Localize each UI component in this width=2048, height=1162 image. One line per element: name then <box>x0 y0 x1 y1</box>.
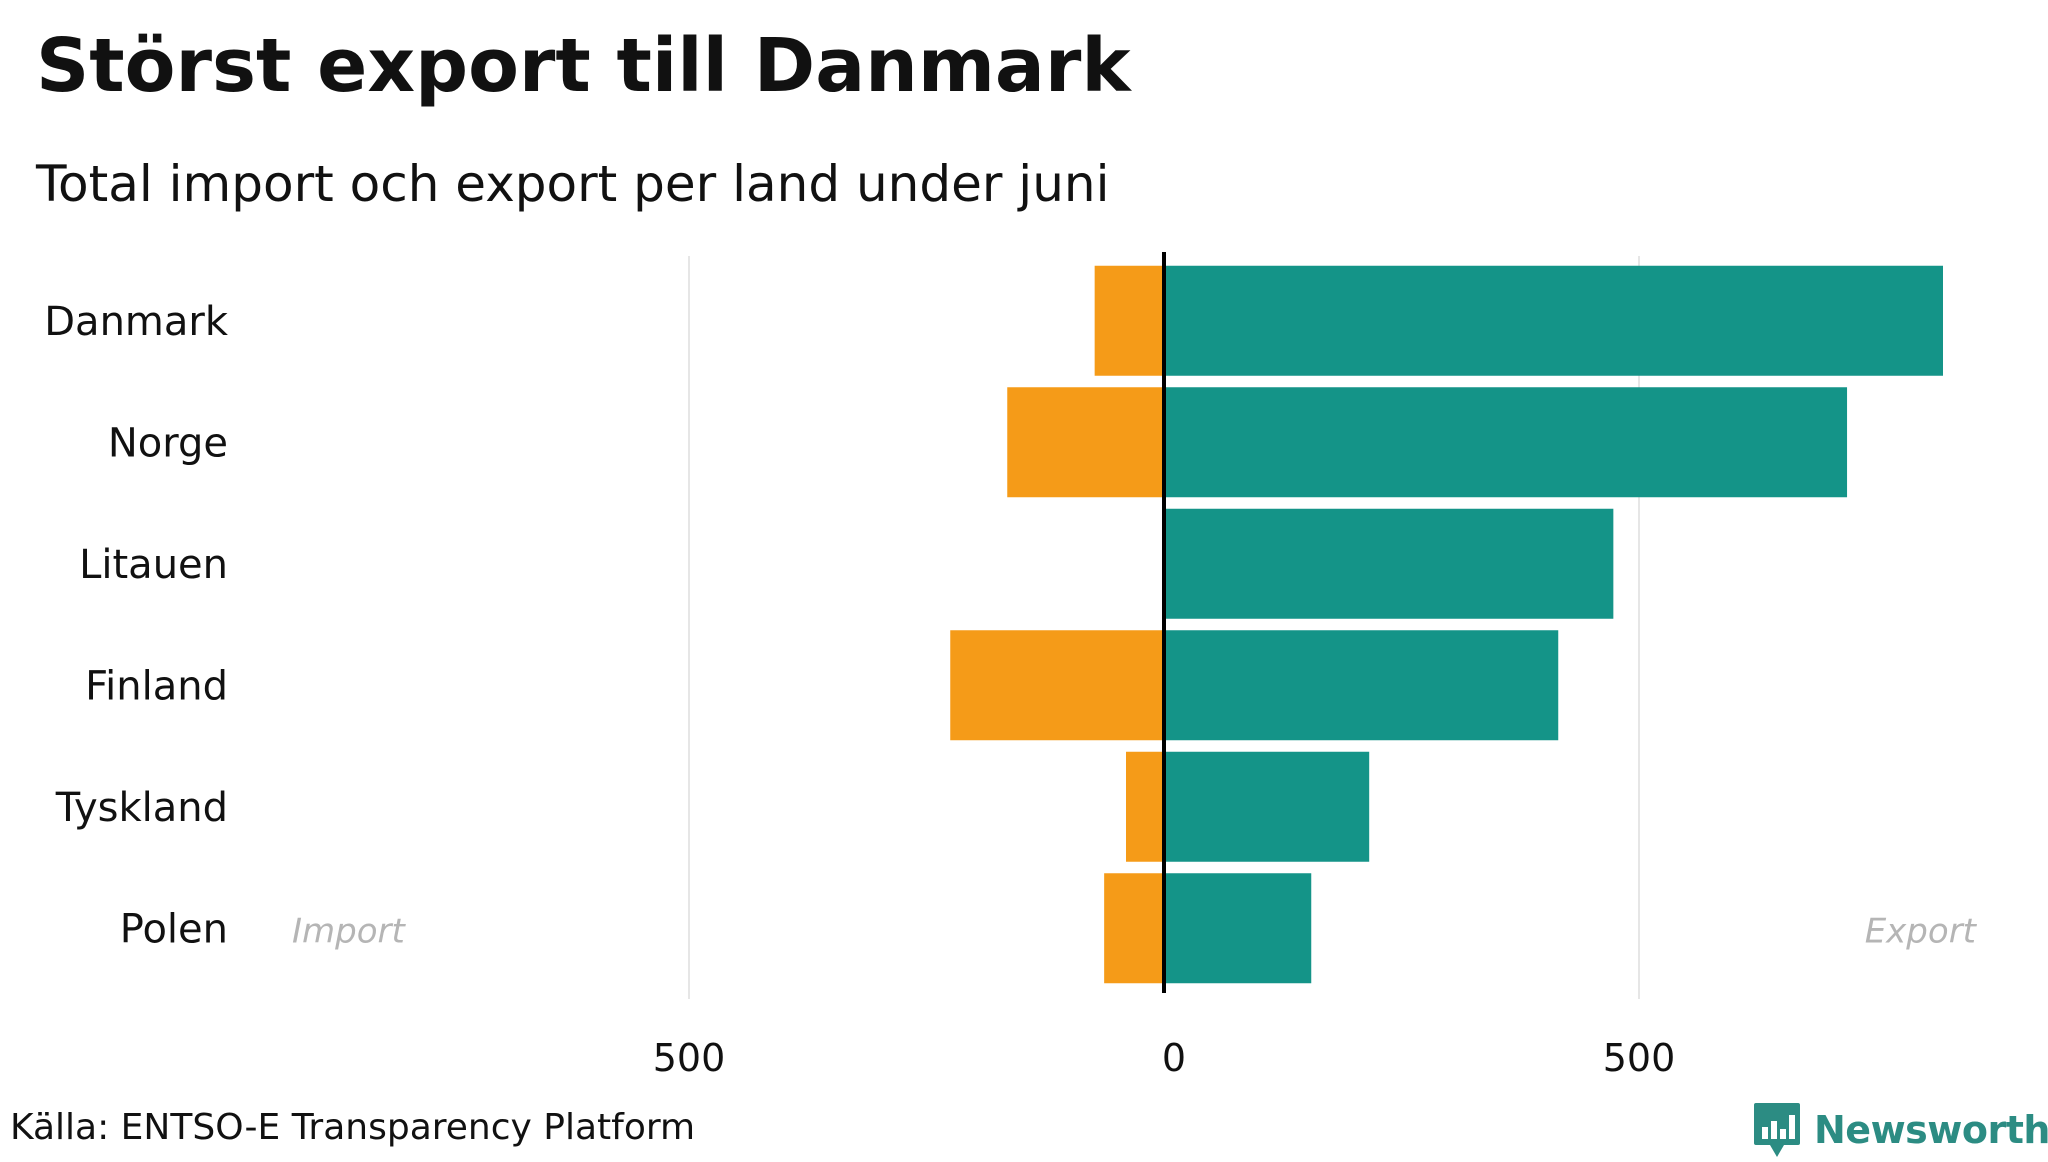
bar-chart: 500 0 500 Danmark Norge Litauen Finland Tyskla… <box>44 252 1978 1080</box>
source-note: Källa: ENTSO-E Transparency Platform <box>10 1107 696 1148</box>
import-bar <box>1104 873 1164 984</box>
export-bar <box>1164 265 1943 376</box>
category-label: Polen <box>120 906 228 952</box>
import-annotation: Import <box>292 911 407 951</box>
x-tick-label: 500 <box>1603 1036 1676 1080</box>
annotations: Import Export <box>292 911 1978 951</box>
export-annotation: Export <box>1865 911 1978 951</box>
export-bar <box>1164 387 1848 498</box>
x-tick-label: 0 <box>1162 1036 1186 1080</box>
category-label: Litauen <box>79 542 228 588</box>
category-label: Finland <box>85 663 228 709</box>
category-label: Danmark <box>44 299 229 345</box>
newsworthy-logo-icon <box>1754 1103 1800 1157</box>
import-bar <box>950 630 1164 741</box>
chart-subtitle: Total import och export per land under j… <box>36 155 1110 213</box>
import-bar <box>1126 751 1164 862</box>
x-tick-label: 500 <box>653 1036 726 1080</box>
export-bar <box>1164 873 1312 984</box>
export-bar <box>1164 630 1559 741</box>
export-bar <box>1164 508 1614 619</box>
category-labels: Danmark Norge Litauen Finland Tyskland Polen <box>44 299 229 953</box>
category-label: Norge <box>108 420 228 466</box>
bars <box>950 265 1943 984</box>
import-bar <box>1094 265 1164 376</box>
grid-lines <box>688 256 1640 999</box>
export-bar <box>1164 751 1370 862</box>
category-label: Tyskland <box>55 785 228 831</box>
import-bar <box>1007 387 1164 498</box>
brand-name: Newsworthy <box>1814 1108 2048 1152</box>
brand-logo: Newsworthy <box>1752 1098 2048 1162</box>
axis: 500 0 500 <box>653 252 1676 1080</box>
chart-title: Störst export till Danmark <box>36 23 1131 109</box>
